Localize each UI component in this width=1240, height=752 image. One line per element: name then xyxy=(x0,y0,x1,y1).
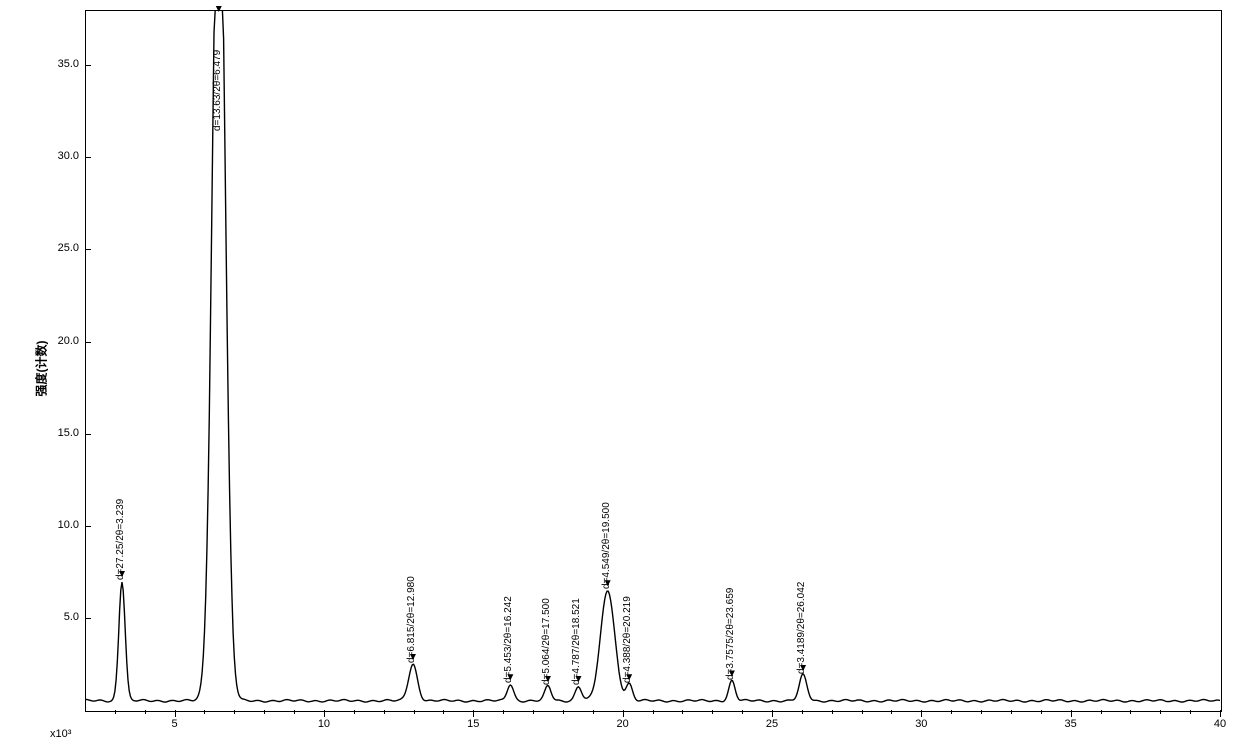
peak-label: d=4.388/2θ=20.219 xyxy=(622,596,633,683)
x-minor-tick xyxy=(593,710,594,714)
peak-label: d=13.63/2θ=6.479 xyxy=(212,50,223,131)
x-minor-tick xyxy=(802,710,803,714)
y-tick-label: 35.0 xyxy=(49,58,79,70)
y-tick-label: 15.0 xyxy=(49,427,79,439)
y-tick xyxy=(85,157,91,158)
x-tick xyxy=(324,710,325,717)
x-tick-label: 30 xyxy=(906,718,936,730)
x-minor-tick xyxy=(533,710,534,714)
x-tick-label: 10 xyxy=(309,718,339,730)
peak-label: d=4.787/2θ=18.521 xyxy=(571,598,582,685)
x-minor-tick xyxy=(1160,710,1161,714)
x-minor-tick xyxy=(862,710,863,714)
x-minor-tick xyxy=(981,710,982,714)
x-tick xyxy=(772,710,773,717)
x-tick-label: 5 xyxy=(160,718,190,730)
y-tick xyxy=(85,526,91,527)
x-minor-tick xyxy=(115,710,116,714)
xrd-trace xyxy=(10,10,1222,712)
peak-label: d=27.25/2θ=3.239 xyxy=(115,499,126,580)
x-minor-tick xyxy=(294,710,295,714)
x10-scale-label: x10³ xyxy=(50,728,71,740)
x-tick-label: 40 xyxy=(1205,718,1235,730)
peak-label: d=6.815/2θ=12.980 xyxy=(406,576,417,663)
x-tick xyxy=(623,710,624,717)
x-tick-label: 25 xyxy=(757,718,787,730)
y-tick xyxy=(85,434,91,435)
peak-label: d=3.7575/2θ=23.659 xyxy=(725,587,736,679)
y-tick xyxy=(85,342,91,343)
x-minor-tick xyxy=(712,710,713,714)
peak-label: d=4.549/2θ=19.500 xyxy=(601,502,612,589)
x-tick xyxy=(175,710,176,717)
y-tick-label: 30.0 xyxy=(49,150,79,162)
x-minor-tick xyxy=(891,710,892,714)
x-minor-tick xyxy=(443,710,444,714)
x-tick xyxy=(1220,710,1221,717)
peak-label: d=5.064/2θ=17.500 xyxy=(541,598,552,685)
x-minor-tick xyxy=(682,710,683,714)
x-minor-tick xyxy=(563,710,564,714)
xrd-chart: 强度(计数) 5.010.015.020.025.030.035.0510152… xyxy=(10,10,1230,742)
x-minor-tick xyxy=(653,710,654,714)
x-minor-tick xyxy=(145,710,146,714)
x-minor-tick xyxy=(354,710,355,714)
y-tick xyxy=(85,618,91,619)
x-minor-tick xyxy=(264,710,265,714)
x-minor-tick xyxy=(1190,710,1191,714)
x-minor-tick xyxy=(1011,710,1012,714)
x-minor-tick xyxy=(503,710,504,714)
x-tick-label: 15 xyxy=(458,718,488,730)
peak-label: d=3.4189/2θ=26.042 xyxy=(796,582,807,674)
x-tick xyxy=(473,710,474,717)
y-tick-label: 5.0 xyxy=(49,611,79,623)
y-tick xyxy=(85,65,91,66)
y-tick-label: 20.0 xyxy=(49,335,79,347)
x-minor-tick xyxy=(384,710,385,714)
y-tick-label: 10.0 xyxy=(49,519,79,531)
y-tick-label: 25.0 xyxy=(49,242,79,254)
x-minor-tick xyxy=(234,710,235,714)
x-minor-tick xyxy=(742,710,743,714)
y-tick xyxy=(85,249,91,250)
x-minor-tick xyxy=(1130,710,1131,714)
trace-line xyxy=(85,10,1220,702)
x-tick-label: 35 xyxy=(1056,718,1086,730)
x-minor-tick xyxy=(832,710,833,714)
peak-marker-icon xyxy=(216,6,222,12)
x-minor-tick xyxy=(1101,710,1102,714)
x-minor-tick xyxy=(1041,710,1042,714)
peak-label: d=5.453/2θ=16.242 xyxy=(503,596,514,683)
x-minor-tick xyxy=(204,710,205,714)
x-minor-tick xyxy=(414,710,415,714)
x-tick xyxy=(1071,710,1072,717)
x-tick xyxy=(921,710,922,717)
x-minor-tick xyxy=(951,710,952,714)
x-tick-label: 20 xyxy=(608,718,638,730)
